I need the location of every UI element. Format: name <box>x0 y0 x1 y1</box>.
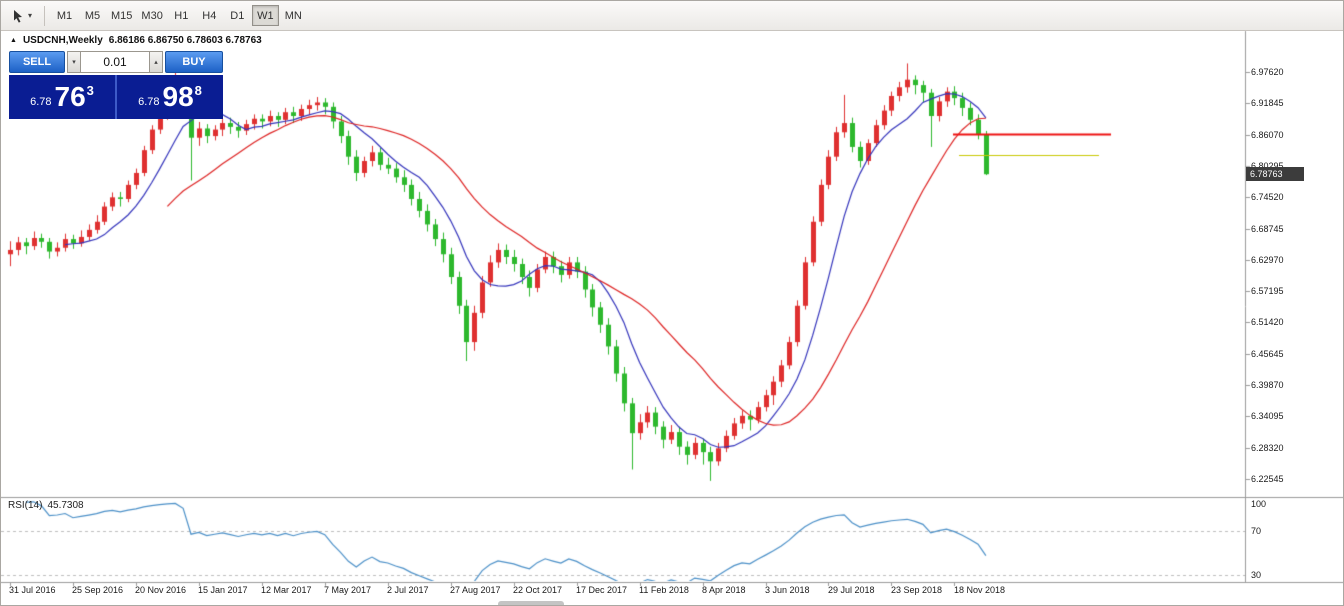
buy-price-pipette: 8 <box>194 83 202 98</box>
price-tick-label: 6.86070 <box>1251 130 1284 140</box>
date-label: 2 Jul 2017 <box>387 585 429 595</box>
current-price-tag: 6.78763 <box>1246 167 1304 181</box>
timeframe-button-h1[interactable]: H1 <box>174 9 189 22</box>
volume-stepper: ▾ 0.01 ▴ <box>67 51 163 73</box>
date-label: 25 Sep 2016 <box>72 585 124 595</box>
timeframe-button-m15[interactable]: M15 <box>111 9 133 22</box>
rsi-scale-label: 70 <box>1251 526 1262 536</box>
date-label: 11 Feb 2018 <box>639 585 689 595</box>
sell-price-display[interactable]: 6.78 76 3 <box>9 75 115 119</box>
timeframe-buttons: M1 M5 M15 M30 H1 H4 D1 W1 MN <box>51 5 308 26</box>
timeframe-button-m1[interactable]: M1 <box>56 9 73 22</box>
date-label: 17 Dec 2017 <box>576 585 628 595</box>
date-label: 31 Jul 2016 <box>9 585 56 595</box>
date-label: 18 Nov 2018 <box>954 585 1006 595</box>
date-label: 8 Apr 2018 <box>702 585 746 595</box>
buy-price-display[interactable]: 6.78 98 8 <box>117 75 223 119</box>
chart-symbol-ohlc: ▲ USDCNH,Weekly 6.86186 6.86750 6.78603 … <box>10 35 262 46</box>
date-label: 22 Oct 2017 <box>513 585 563 595</box>
timeframe-button-mn[interactable]: MN <box>284 9 302 22</box>
price-tick-label: 6.34095 <box>1251 411 1284 421</box>
date-label: 20 Nov 2016 <box>135 585 187 595</box>
date-label: 7 May 2017 <box>324 585 372 595</box>
timeframe-button-w1[interactable]: W1 <box>251 5 279 26</box>
timeframe-button-m30[interactable]: M30 <box>141 9 163 22</box>
rsi-scale-label: 30 <box>1251 570 1262 580</box>
one-click-trading-panel: SELL ▾ 0.01 ▴ BUY 6.78 76 3 6.78 98 8 <box>9 51 223 119</box>
volume-decrease-button[interactable]: ▾ <box>67 51 81 73</box>
toolbar: ▾ M1 M5 M15 M30 H1 H4 D1 W1 MN <box>1 1 1343 31</box>
price-tick-label: 6.45645 <box>1251 349 1284 359</box>
rsi-scale-label: 100 <box>1251 499 1267 509</box>
buy-button[interactable]: BUY <box>165 51 223 73</box>
buy-price-pips: 98 <box>162 81 194 112</box>
rsi-indicator-label: RSI(14) 45.7308 <box>8 500 84 511</box>
date-label: 12 Mar 2017 <box>261 585 312 595</box>
date-label: 23 Sep 2018 <box>891 585 943 595</box>
price-tick-label: 6.62970 <box>1251 255 1284 265</box>
date-label: 29 Jul 2018 <box>828 585 875 595</box>
sell-price-prefix: 6.78 <box>30 95 52 108</box>
sell-price-pips: 76 <box>54 81 86 112</box>
sell-button[interactable]: SELL <box>9 51 65 73</box>
price-tick-label: 6.22545 <box>1251 474 1284 484</box>
chart-marker-icon: ▲ <box>10 37 17 44</box>
price-tick-label: 6.97620 <box>1251 67 1284 77</box>
timeframe-button-h4[interactable]: H4 <box>202 9 217 22</box>
toolbar-separator <box>44 5 46 26</box>
price-tick-label: 6.91845 <box>1251 98 1284 108</box>
rsi-value: 45.7308 <box>47 500 84 511</box>
price-tick-label: 6.51420 <box>1251 317 1284 327</box>
price-tick-label: 6.80295 <box>1251 161 1284 171</box>
trade-controls-row: SELL ▾ 0.01 ▴ BUY <box>9 51 223 73</box>
date-label: 3 Jun 2018 <box>765 585 810 595</box>
trade-prices-row: 6.78 76 3 6.78 98 8 <box>9 75 223 119</box>
sell-price-pipette: 3 <box>86 83 94 98</box>
cursor-tool-icon <box>14 9 22 23</box>
volume-increase-button[interactable]: ▴ <box>149 51 163 73</box>
ohlc-values: 6.86186 6.86750 6.78603 6.78763 <box>108 35 262 46</box>
cursor-tool-button[interactable]: ▾ <box>5 5 38 27</box>
date-label: 27 Aug 2017 <box>450 585 501 595</box>
rsi-name: RSI(14) <box>8 500 43 511</box>
price-tick-label: 6.68745 <box>1251 224 1284 234</box>
buy-price-prefix: 6.78 <box>138 95 160 108</box>
taskbar-peek-strip <box>498 601 564 605</box>
timeframe-button-m5[interactable]: M5 <box>84 9 101 22</box>
chevron-down-icon: ▾ <box>28 11 33 20</box>
price-tick-label: 6.28320 <box>1251 443 1284 453</box>
price-tick-label: 6.74520 <box>1251 192 1284 202</box>
volume-input[interactable]: 0.01 <box>81 51 149 73</box>
date-label: 15 Jan 2017 <box>198 585 248 595</box>
symbol-label: USDCNH,Weekly <box>22 35 103 46</box>
timeframe-button-d1[interactable]: D1 <box>230 9 245 22</box>
price-tick-label: 6.39870 <box>1251 380 1284 390</box>
current-price-value: 6.78763 <box>1250 169 1283 179</box>
price-tick-label: 6.57195 <box>1251 286 1284 296</box>
